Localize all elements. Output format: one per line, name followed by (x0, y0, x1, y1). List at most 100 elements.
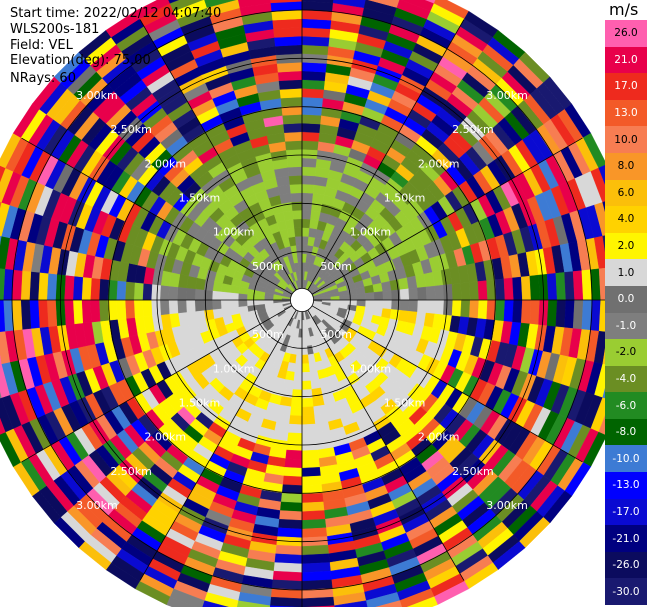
velocity-cell (237, 293, 248, 301)
velocity-cells (0, 0, 605, 607)
velocity-cell (301, 501, 325, 512)
velocity-cell (301, 114, 322, 125)
start-time-label: Start time: 2022/02/12 04:07:40 (10, 6, 222, 21)
velocity-cell (124, 281, 135, 301)
azimuth-spoke (311, 305, 583, 463)
velocity-cell (185, 299, 196, 313)
velocity-cell (287, 423, 303, 434)
velocity-cell (301, 432, 318, 443)
colorbar-cell (605, 445, 647, 473)
velocity-cell (98, 299, 110, 322)
velocity-cell (278, 510, 303, 521)
ring-label: 500m (252, 328, 284, 341)
velocity-cell (283, 122, 303, 133)
velocity-cell (220, 307, 232, 318)
velocity-cell (212, 308, 223, 319)
velocity-cell (194, 288, 205, 301)
colorbar-tick-label: 6.0 (617, 186, 635, 199)
velocity-cell (238, 0, 272, 9)
ring-label: 1.50km (384, 397, 426, 410)
velocity-cell (295, 244, 303, 255)
colorbar-tick-label: 2.0 (617, 240, 635, 253)
velocity-cell (295, 235, 303, 246)
azimuth-spokes (0, 0, 605, 607)
velocity-cell (116, 280, 127, 301)
azimuth-spoke (21, 137, 293, 295)
velocity-cell (284, 458, 303, 469)
velocity-cell (503, 299, 514, 323)
velocity-cell (301, 166, 317, 177)
velocity-cell (451, 283, 462, 301)
colorbar-tick-label: -8.0 (615, 426, 637, 439)
velocity-cell (236, 600, 271, 607)
velocity-cell (301, 328, 307, 338)
velocity-cell (375, 600, 402, 607)
ring-label: 2.00km (418, 157, 460, 170)
velocity-cell (150, 299, 161, 317)
velocity-cell (529, 299, 541, 326)
velocity-cell (301, 61, 328, 73)
velocity-cell (229, 299, 239, 308)
velocity-cell (273, 27, 303, 38)
velocity-cell (276, 527, 303, 539)
velocity-cell (0, 354, 2, 365)
velocity-cell (81, 276, 92, 301)
velocity-cell (301, 510, 326, 521)
velocity-cell (301, 527, 328, 539)
ring-label: 2.00km (145, 157, 187, 170)
velocity-cell (37, 299, 49, 328)
colorbar-cell (605, 232, 647, 260)
colorbar-tick-label: -17.0 (612, 505, 640, 518)
velocity-cell (417, 286, 427, 301)
velocity-cell (220, 291, 231, 301)
velocity-cell (301, 70, 327, 82)
azimuth-spoke (21, 305, 293, 463)
velocity-cell (301, 44, 329, 56)
velocity-cell (37, 272, 49, 301)
velocity-cell (291, 201, 303, 211)
velocity-cell (572, 299, 584, 330)
velocity-cell (90, 277, 101, 301)
velocity-cell (296, 253, 303, 263)
velocity-cell (275, 544, 303, 556)
velocity-cell (330, 295, 340, 301)
velocity-cell (276, 61, 303, 73)
velocity-cell (290, 192, 303, 203)
velocity-cell (503, 277, 514, 301)
colorbar-cell (605, 152, 647, 181)
azimuth-spoke (139, 309, 297, 581)
velocity-cell (301, 562, 331, 573)
velocity-cell (301, 140, 319, 151)
velocity-cell (301, 35, 330, 47)
velocity-cell (282, 114, 303, 125)
velocity-cell (602, 235, 605, 253)
velocity-cell (150, 283, 161, 301)
colorbar-tick-label: 10.0 (614, 133, 638, 146)
velocity-cell (203, 289, 213, 301)
radar-center (289, 287, 314, 312)
velocity-cell (173, 0, 208, 20)
velocity-cell (133, 299, 144, 318)
velocity-cell (301, 131, 320, 142)
colorbar-cell (605, 365, 647, 393)
velocity-cell (0, 363, 10, 398)
colorbar-tick-label: -10.0 (612, 452, 640, 465)
velocity-cell (290, 397, 303, 408)
colorbar-tick-label: 26.0 (614, 27, 638, 40)
velocity-cell (264, 299, 274, 305)
velocity-cell (301, 201, 313, 211)
velocity-cell (289, 406, 303, 417)
velocity-cell (477, 280, 488, 301)
ring-label: 500m (320, 328, 352, 341)
velocity-cell (0, 165, 6, 183)
velocity-cell (424, 0, 436, 4)
velocity-cell (301, 397, 314, 408)
velocity-cell (365, 299, 375, 308)
velocity-cell (593, 235, 605, 270)
ring-label: 1.00km (213, 362, 255, 375)
velocity-cell (204, 0, 237, 8)
velocity-cell (168, 299, 179, 315)
elevation-label: Elevation(deg): 75.00 (10, 53, 151, 68)
velocity-cell (555, 272, 567, 301)
velocity-cell (301, 570, 332, 582)
